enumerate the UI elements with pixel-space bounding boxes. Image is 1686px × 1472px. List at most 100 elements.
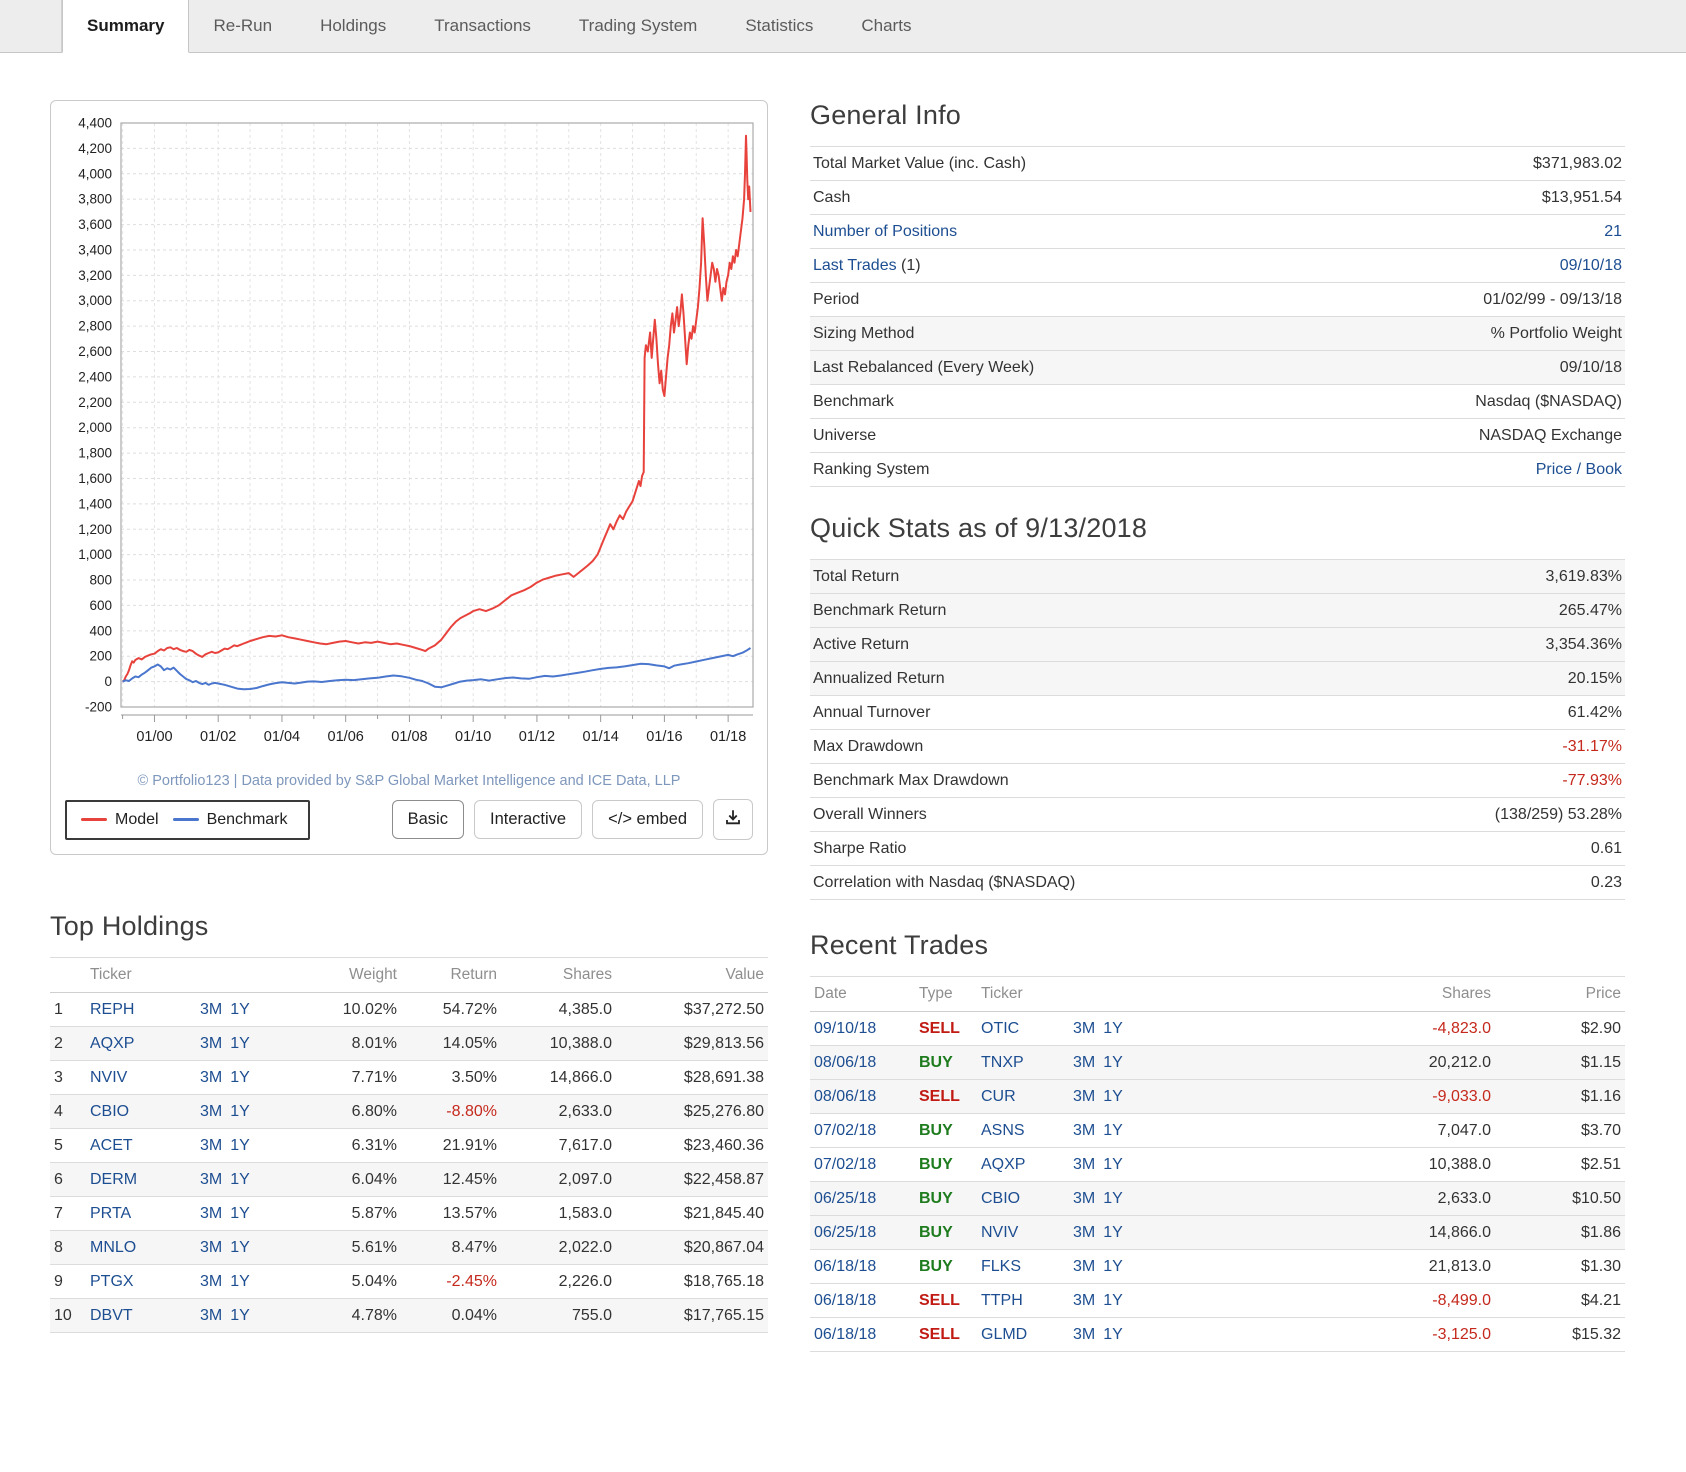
range-link-1y[interactable]: 1Y: [1103, 1292, 1123, 1309]
ticker-link[interactable]: ACET: [90, 1137, 133, 1154]
trade-date-link[interactable]: 06/25/18: [814, 1224, 877, 1241]
range-link-1y[interactable]: 1Y: [230, 1239, 250, 1256]
ticker-link[interactable]: ASNS: [981, 1122, 1025, 1139]
general-info-row: Benchmark Nasdaq ($NASDAQ): [810, 385, 1625, 419]
range-link-1y[interactable]: 1Y: [1103, 1122, 1123, 1139]
range-link-3m[interactable]: 3M: [1073, 1054, 1096, 1071]
range-link-3m[interactable]: 3M: [1073, 1326, 1096, 1343]
range-link-3m[interactable]: 3M: [200, 1137, 223, 1154]
svg-text:01/14: 01/14: [583, 729, 619, 745]
range-link-3m[interactable]: 3M: [200, 1103, 223, 1120]
general-info-label-link[interactable]: Last Trades: [813, 257, 897, 274]
trade-date-link[interactable]: 06/18/18: [814, 1258, 877, 1275]
trade-date-link[interactable]: 06/25/18: [814, 1190, 877, 1207]
tab-charts[interactable]: Charts: [861, 16, 912, 35]
range-link-3m[interactable]: 3M: [1073, 1156, 1096, 1173]
tab-summary[interactable]: Summary: [62, 0, 190, 53]
range-link-3m[interactable]: 3M: [200, 1001, 223, 1018]
ticker-link[interactable]: PTGX: [90, 1273, 134, 1290]
ticker-link[interactable]: AQXP: [90, 1035, 135, 1052]
ticker-link[interactable]: FLKS: [981, 1258, 1022, 1275]
ticker-link[interactable]: PRTA: [90, 1205, 132, 1222]
range-link-1y[interactable]: 1Y: [1103, 1224, 1123, 1241]
ticker-link[interactable]: MNLO: [90, 1239, 137, 1256]
range-link-1y[interactable]: 1Y: [230, 1171, 250, 1188]
ticker-link[interactable]: DERM: [90, 1171, 138, 1188]
trade-date-link[interactable]: 08/06/18: [814, 1054, 877, 1071]
general-info-value-link[interactable]: 09/10/18: [1559, 257, 1622, 274]
embed-button[interactable]: </> embed: [592, 800, 703, 839]
range-link-3m[interactable]: 3M: [1073, 1292, 1096, 1309]
trade-date-link[interactable]: 06/18/18: [814, 1326, 877, 1343]
range-link-1y[interactable]: 1Y: [230, 1069, 250, 1086]
ticker-link[interactable]: DBVT: [90, 1307, 133, 1324]
trade-date-link[interactable]: 07/02/18: [814, 1156, 877, 1173]
range-link-1y[interactable]: 1Y: [230, 1001, 250, 1018]
range-link-1y[interactable]: 1Y: [1103, 1020, 1123, 1037]
range-link-3m[interactable]: 3M: [1073, 1190, 1096, 1207]
range-link-1y[interactable]: 1Y: [230, 1307, 250, 1324]
ticker-link[interactable]: AQXP: [981, 1156, 1026, 1173]
range-link-3m[interactable]: 3M: [1073, 1122, 1096, 1139]
general-info-value-link[interactable]: Price / Book: [1535, 461, 1622, 478]
range-link-3m[interactable]: 3M: [200, 1205, 223, 1222]
range-link-1y[interactable]: 1Y: [1103, 1054, 1123, 1071]
range-link-1y[interactable]: 1Y: [230, 1137, 250, 1154]
range-link-3m[interactable]: 3M: [200, 1273, 223, 1290]
range-link-3m[interactable]: 3M: [1073, 1224, 1096, 1241]
interactive-button[interactable]: Interactive: [473, 800, 583, 839]
basic-button[interactable]: Basic: [391, 800, 464, 839]
holding-weight: 5.04%: [306, 1264, 401, 1299]
range-link-3m[interactable]: 3M: [200, 1239, 223, 1256]
trade-type-badge: SELL: [919, 1292, 960, 1309]
range-link-3m[interactable]: 3M: [1073, 1020, 1096, 1037]
general-info-value-link[interactable]: 21: [1604, 223, 1622, 240]
ticker-link[interactable]: TTPH: [981, 1292, 1023, 1309]
tab-trading-system[interactable]: Trading System: [578, 16, 698, 35]
range-link-3m[interactable]: 3M: [200, 1307, 223, 1324]
svg-text:4,000: 4,000: [78, 166, 112, 181]
trade-date-link[interactable]: 08/06/18: [814, 1088, 877, 1105]
range-link-1y[interactable]: 1Y: [230, 1035, 250, 1052]
range-link-1y[interactable]: 1Y: [230, 1273, 250, 1290]
ticker-link[interactable]: TNXP: [981, 1054, 1024, 1071]
range-link-1y[interactable]: 1Y: [1103, 1156, 1123, 1173]
tab-re-run[interactable]: Re-Run: [213, 16, 273, 35]
main-content: -200 0 200 400 600 800 1,000 1,200 1,400 1,600 1,8…: [0, 53, 1686, 1392]
ticker-link[interactable]: CBIO: [90, 1103, 130, 1120]
range-link-3m[interactable]: 3M: [200, 1035, 223, 1052]
ticker-link[interactable]: NVIV: [981, 1224, 1019, 1241]
ticker-link[interactable]: OTIC: [981, 1020, 1020, 1037]
holding-shares: 2,226.0: [501, 1264, 616, 1299]
range-link-1y[interactable]: 1Y: [1103, 1258, 1123, 1275]
general-info-label-link[interactable]: Number of Positions: [813, 223, 958, 240]
range-link-1y[interactable]: 1Y: [1103, 1190, 1123, 1207]
trade-date-link[interactable]: 09/10/18: [814, 1020, 877, 1037]
ticker-link[interactable]: CBIO: [981, 1190, 1021, 1207]
trade-ticker-cell: ASNS: [977, 1113, 1069, 1148]
col-header-return: Return: [401, 957, 501, 993]
range-link-3m[interactable]: 3M: [200, 1069, 223, 1086]
tab-transactions[interactable]: Transactions: [434, 16, 531, 35]
tab-holdings[interactable]: Holdings: [320, 16, 387, 35]
range-link-3m[interactable]: 3M: [1073, 1258, 1096, 1275]
trade-date-link[interactable]: 06/18/18: [814, 1292, 877, 1309]
tab-statistics[interactable]: Statistics: [745, 16, 814, 35]
trade-type-cell: BUY: [915, 1113, 977, 1148]
download-icon: [724, 808, 742, 831]
range-link-3m[interactable]: 3M: [1073, 1088, 1096, 1105]
ticker-link[interactable]: REPH: [90, 1001, 135, 1018]
range-link-1y[interactable]: 1Y: [230, 1205, 250, 1222]
range-link-1y[interactable]: 1Y: [1103, 1326, 1123, 1343]
ticker-link[interactable]: GLMD: [981, 1326, 1028, 1343]
ticker-link[interactable]: NVIV: [90, 1069, 128, 1086]
quick-stat-label: Annual Turnover: [813, 704, 931, 721]
trade-date-link[interactable]: 07/02/18: [814, 1122, 877, 1139]
range-link-1y[interactable]: 1Y: [1103, 1088, 1123, 1105]
ticker-link[interactable]: CUR: [981, 1088, 1016, 1105]
chart-controls: Model Benchmark Basic Interactive </> embed: [59, 799, 759, 840]
holding-rank: 4: [50, 1094, 86, 1129]
range-link-1y[interactable]: 1Y: [230, 1103, 250, 1120]
range-link-3m[interactable]: 3M: [200, 1171, 223, 1188]
download-button[interactable]: [713, 799, 753, 840]
